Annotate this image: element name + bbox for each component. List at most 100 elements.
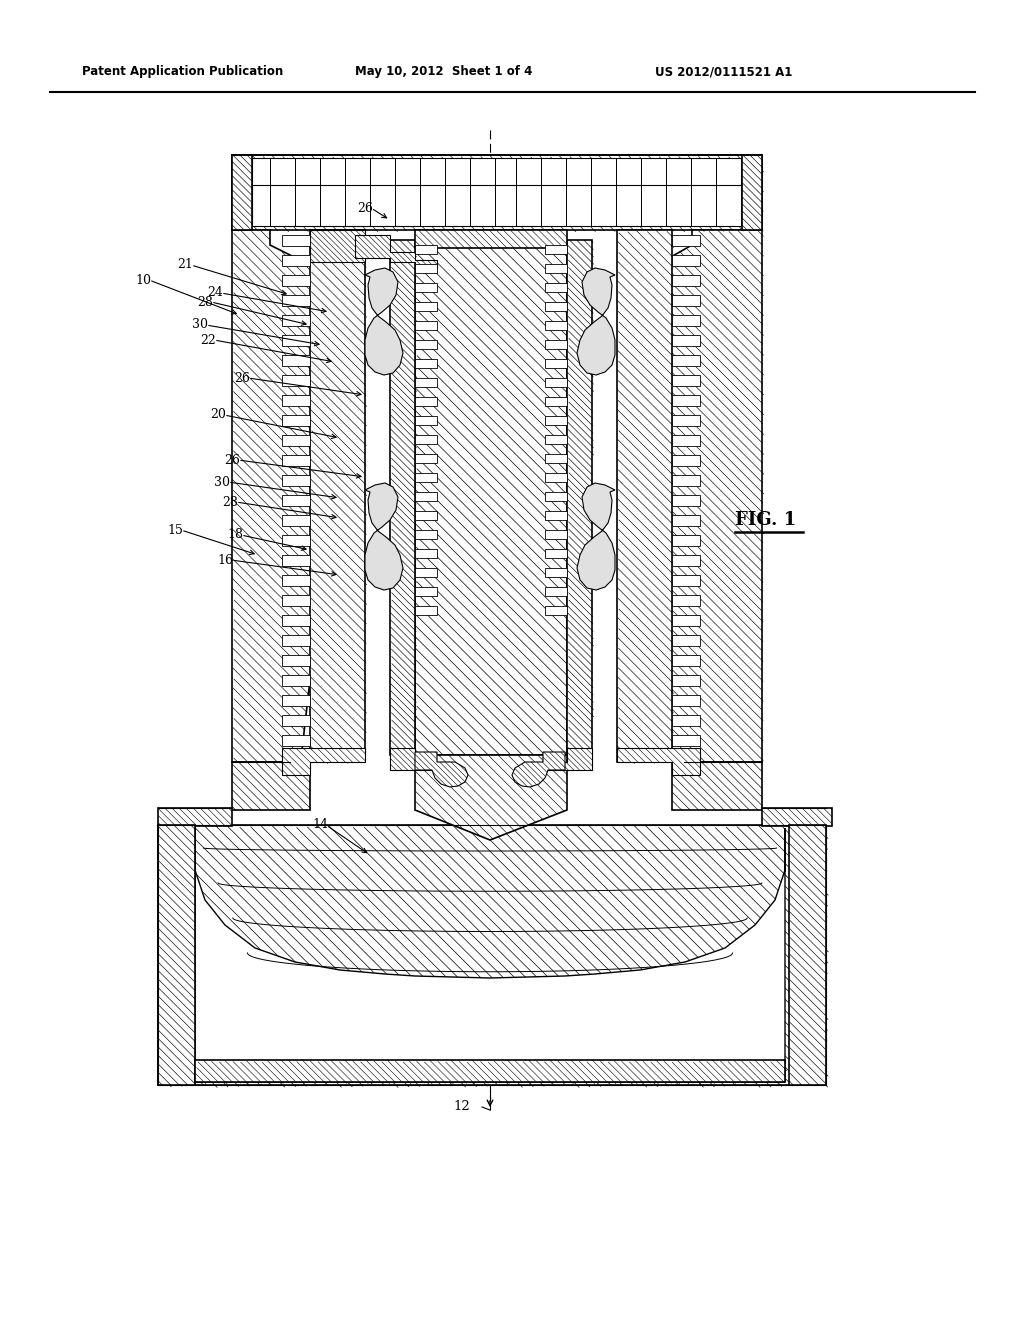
- Bar: [672, 294, 700, 306]
- Polygon shape: [232, 154, 252, 230]
- Text: US 2012/0111521 A1: US 2012/0111521 A1: [655, 66, 793, 78]
- Bar: [282, 696, 310, 706]
- Text: 28: 28: [222, 495, 238, 508]
- Polygon shape: [390, 748, 437, 770]
- Bar: [415, 246, 437, 253]
- Polygon shape: [158, 808, 232, 826]
- Bar: [415, 531, 437, 539]
- Polygon shape: [631, 230, 762, 762]
- Bar: [282, 576, 310, 586]
- Polygon shape: [310, 230, 365, 261]
- Bar: [282, 315, 310, 326]
- Text: 28: 28: [197, 296, 213, 309]
- Polygon shape: [282, 748, 365, 775]
- Bar: [282, 655, 310, 667]
- Text: FIG. 1: FIG. 1: [735, 511, 796, 529]
- Bar: [282, 615, 310, 626]
- Bar: [415, 511, 437, 520]
- Bar: [282, 595, 310, 606]
- Bar: [415, 568, 437, 577]
- Bar: [282, 436, 310, 446]
- Bar: [545, 454, 567, 463]
- Text: 14: 14: [312, 818, 328, 832]
- Bar: [282, 715, 310, 726]
- Text: 30: 30: [193, 318, 208, 331]
- Bar: [282, 475, 310, 486]
- Bar: [545, 606, 567, 615]
- Bar: [282, 414, 310, 426]
- Text: 10: 10: [135, 273, 151, 286]
- Bar: [545, 436, 567, 444]
- Text: 16: 16: [217, 553, 233, 566]
- Bar: [672, 355, 700, 366]
- Text: 20: 20: [210, 408, 226, 421]
- Bar: [672, 515, 700, 525]
- Bar: [415, 397, 437, 407]
- Bar: [415, 264, 437, 273]
- Polygon shape: [567, 240, 592, 755]
- Text: 26: 26: [234, 371, 250, 384]
- Bar: [672, 595, 700, 606]
- Bar: [672, 475, 700, 486]
- Bar: [545, 492, 567, 502]
- Bar: [545, 282, 567, 292]
- Bar: [282, 395, 310, 407]
- Bar: [282, 495, 310, 506]
- Polygon shape: [232, 230, 345, 762]
- Bar: [415, 587, 437, 597]
- Bar: [672, 615, 700, 626]
- Bar: [282, 294, 310, 306]
- Text: 22: 22: [200, 334, 216, 346]
- Bar: [672, 635, 700, 645]
- Bar: [415, 282, 437, 292]
- Polygon shape: [355, 235, 437, 268]
- Bar: [282, 535, 310, 546]
- Bar: [282, 554, 310, 566]
- Text: 18: 18: [227, 528, 243, 541]
- Polygon shape: [365, 483, 403, 590]
- Bar: [282, 275, 310, 286]
- Bar: [282, 735, 310, 746]
- Bar: [415, 378, 437, 387]
- Bar: [415, 359, 437, 368]
- Bar: [545, 264, 567, 273]
- Bar: [672, 696, 700, 706]
- Text: 21: 21: [177, 259, 193, 272]
- Bar: [415, 436, 437, 444]
- Polygon shape: [195, 828, 785, 1082]
- Bar: [545, 359, 567, 368]
- Polygon shape: [577, 483, 615, 590]
- Polygon shape: [158, 825, 195, 1085]
- Bar: [415, 321, 437, 330]
- Polygon shape: [415, 752, 468, 787]
- Bar: [545, 416, 567, 425]
- Bar: [415, 454, 437, 463]
- Bar: [672, 255, 700, 267]
- Bar: [545, 531, 567, 539]
- Bar: [545, 511, 567, 520]
- Bar: [672, 315, 700, 326]
- Text: 26: 26: [357, 202, 373, 214]
- Bar: [672, 235, 700, 246]
- Text: 30: 30: [214, 475, 230, 488]
- Bar: [672, 275, 700, 286]
- Bar: [415, 473, 437, 482]
- Bar: [672, 735, 700, 746]
- Bar: [415, 549, 437, 558]
- Polygon shape: [232, 762, 310, 810]
- Bar: [282, 335, 310, 346]
- Bar: [672, 395, 700, 407]
- Bar: [545, 341, 567, 348]
- Bar: [672, 455, 700, 466]
- Bar: [282, 375, 310, 385]
- Polygon shape: [617, 230, 672, 762]
- Bar: [545, 473, 567, 482]
- Text: 15: 15: [167, 524, 183, 536]
- Polygon shape: [158, 825, 826, 1085]
- Polygon shape: [512, 752, 565, 787]
- Bar: [672, 375, 700, 385]
- Bar: [282, 515, 310, 525]
- Bar: [415, 606, 437, 615]
- Bar: [282, 635, 310, 645]
- Bar: [415, 341, 437, 348]
